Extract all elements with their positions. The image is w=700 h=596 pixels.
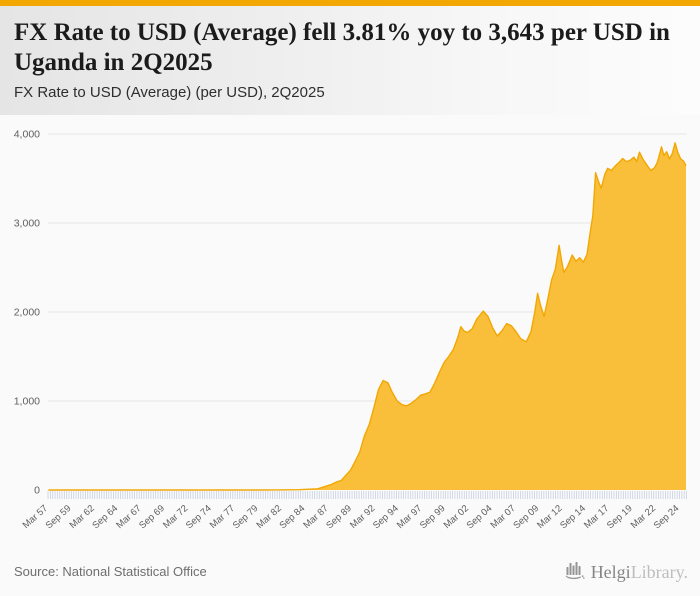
quarterly-tick-marks — [47, 491, 687, 499]
chart-footer: Source: National Statistical Office — [0, 553, 700, 596]
svg-text:Sep 89: Sep 89 — [324, 503, 354, 531]
chart-subtitle: FX Rate to USD (Average) (per USD), 2Q20… — [14, 84, 325, 101]
svg-text:Sep 74: Sep 74 — [184, 503, 214, 531]
logo-helgi: Helgi — [590, 562, 631, 582]
svg-text:Sep 84: Sep 84 — [278, 503, 308, 531]
helgi-bars-icon — [564, 559, 586, 586]
svg-text:Sep 69: Sep 69 — [137, 503, 167, 531]
svg-text:Sep 04: Sep 04 — [465, 503, 495, 531]
svg-text:1,000: 1,000 — [14, 396, 40, 408]
area-series — [48, 142, 687, 491]
logo-library: Library. — [630, 562, 688, 582]
svg-text:Sep 64: Sep 64 — [90, 503, 120, 531]
svg-text:Sep 59: Sep 59 — [44, 503, 74, 531]
chart-header: FX Rate to USD (Average) fell 3.81% yoy … — [0, 6, 700, 115]
svg-text:Sep 79: Sep 79 — [231, 503, 261, 531]
svg-text:Sep 99: Sep 99 — [418, 503, 448, 531]
svg-text:2,000: 2,000 — [14, 307, 40, 319]
svg-text:Sep 19: Sep 19 — [605, 503, 635, 531]
page-title: FX Rate to USD (Average) fell 3.81% yoy … — [14, 19, 670, 76]
logo-wordmark: HelgiLibrary. — [591, 562, 688, 583]
svg-text:4,000: 4,000 — [14, 129, 40, 141]
helgi-library-logo: HelgiLibrary. — [564, 559, 688, 586]
svg-text:Sep 14: Sep 14 — [558, 503, 588, 531]
source-text: Source: National Statistical Office — [14, 564, 207, 579]
svg-text:Sep 24: Sep 24 — [652, 503, 682, 531]
svg-text:Sep 94: Sep 94 — [371, 503, 401, 531]
accent-top-bar — [0, 0, 700, 6]
svg-text:3,000: 3,000 — [14, 218, 40, 230]
svg-text:0: 0 — [34, 485, 40, 497]
y-axis-labels: 0 1,000 2,000 3,000 4,000 — [14, 129, 40, 497]
svg-text:Sep 09: Sep 09 — [511, 503, 541, 531]
